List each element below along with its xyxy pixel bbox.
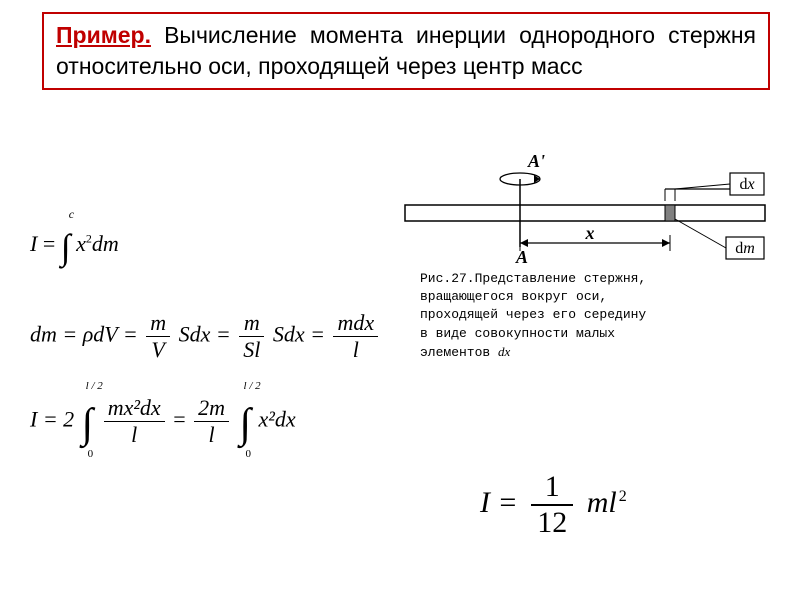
eq3-f2t: 2m [194,395,229,422]
title-lead: Пример. [56,22,151,48]
caption-line-3: проходящей через его середину [420,306,760,324]
example-title-box: Пример. Вычисление момента инерции однор… [42,12,770,90]
label-dx-inner: x [746,176,754,193]
eq3-f2b: l [194,422,229,448]
figure-caption: Рис.27.Представление стержня, вращающего… [420,270,760,362]
eq2-f1b: V [146,337,170,363]
result-exp: 2 [619,488,627,505]
label-x: x [585,223,595,243]
title-body: Вычисление момента инерции однородного с… [56,22,756,79]
eq3-lb: 0 [88,448,94,460]
eq3-lt: l / 2 [86,380,103,392]
eq1-limit-top: c [69,207,74,222]
caption-line-2: вращающегося вокруг оси, [420,288,760,306]
label-a: A [515,247,528,265]
eq3-f1b: l [104,422,165,448]
result-bot: 12 [531,506,573,540]
result-rhs: ml [587,486,617,519]
result-top: 1 [531,470,573,506]
result-lhs: I = [480,486,518,519]
caption-line-5a: элементов [420,345,498,360]
eq2-f2t: m [239,310,264,337]
eq2-mid2: Sdx = [273,322,325,347]
label-a-prime: A' [527,151,545,171]
eq2-f3b: l [333,337,378,363]
svg-text:dx: dx [739,176,754,193]
eq2-lhs: dm = ρdV = [30,322,138,347]
result-equation: I = 1 12 ml2 [480,470,627,540]
eq3-lb2: 0 [246,448,252,460]
eq2-f3t: mdx [333,310,378,337]
eq2-f1t: m [146,310,170,337]
eq3-f1t: mx²dx [104,395,165,422]
equation-3: I = 2 l / 2 ∫ 0 mx²dx l = 2m l l / 2 ∫ 0… [30,395,296,448]
eq3-tail: x²dx [259,407,296,432]
equation-2: dm = ρdV = m V Sdx = m Sl Sdx = mdx l [30,310,381,363]
equation-1: I = c ∫ x2dm [30,225,119,267]
eq3-mid: = [173,407,185,432]
caption-line-1: Рис.27.Представление стержня, [420,270,760,288]
eq3-lhs: I = 2 [30,407,74,432]
rod-diagram: A' A x dx dm [400,135,770,265]
caption-line-4: в виде совокупности малых [420,325,760,343]
caption-line-5b: dx [498,344,510,359]
svg-text:dm: dm [735,240,755,257]
eq2-mid1: Sdx = [179,322,231,347]
eq2-f2b: Sl [239,337,264,363]
eq3-lt2: l / 2 [244,380,261,392]
